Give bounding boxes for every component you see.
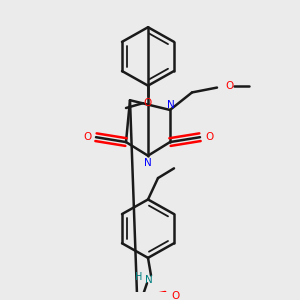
Text: N: N (144, 158, 152, 167)
Text: O: O (83, 132, 91, 142)
Text: O: O (205, 132, 213, 142)
Text: N: N (145, 275, 153, 285)
Text: O: O (171, 291, 179, 300)
Text: H: H (135, 272, 143, 282)
Text: O: O (225, 81, 233, 91)
Text: O: O (144, 98, 152, 108)
Text: N: N (167, 100, 175, 110)
